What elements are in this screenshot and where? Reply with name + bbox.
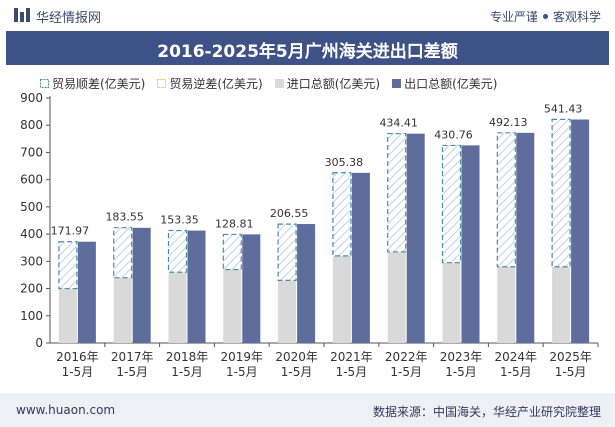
surplus-value-label: 434.41: [379, 117, 418, 130]
legend-surplus-label: 贸易顺差(亿美元): [52, 76, 146, 91]
legend-import-swatch: [274, 78, 284, 88]
y-tick-label: 0: [35, 336, 43, 350]
x-tick-label: 1-5月: [445, 365, 477, 379]
surplus-value-label: 430.76: [434, 128, 473, 141]
import-bar: [552, 266, 571, 343]
y-tick-label: 700: [20, 145, 43, 159]
surplus-bar: [496, 132, 516, 268]
surplus-bar: [387, 132, 407, 253]
x-tick-label: 2023年: [440, 350, 483, 364]
brand-name: 华经情报网: [36, 11, 102, 26]
y-tick-label: 900: [20, 91, 43, 105]
surplus-bar: [222, 233, 242, 271]
surplus-value-label: 153.35: [160, 213, 199, 226]
import-bar: [223, 269, 242, 343]
x-tick-label: 2016年: [56, 350, 99, 364]
legend-deficit-swatch: [157, 78, 167, 88]
footer: www.huaon.com 数据来源：中国海关，华经产业研究院整理: [0, 393, 615, 427]
x-tick-label: 2018年: [166, 350, 209, 364]
legend-deficit-label: 贸易逆差(亿美元): [169, 76, 263, 91]
y-tick-label: 600: [20, 173, 43, 187]
surplus-bar: [167, 229, 188, 273]
x-tick-label: 2025年: [549, 350, 592, 364]
x-tick-label: 2021年: [330, 350, 373, 364]
chart-title: 2016-2025年5月广州海关进出口差额: [157, 42, 458, 62]
surplus-value-label: 183.55: [105, 211, 144, 224]
surplus-value-label: 128.81: [215, 217, 254, 230]
slogan-left: 专业严谨: [489, 10, 538, 24]
export-bar: [516, 132, 535, 343]
import-bar: [278, 280, 297, 343]
export-bar: [297, 224, 316, 343]
y-tick-label: 200: [20, 282, 43, 296]
export-bar: [132, 227, 151, 343]
export-bar: [571, 119, 590, 343]
surplus-bar: [551, 118, 571, 268]
surplus-value-label: 206.55: [270, 207, 309, 220]
legend-surplus: 贸易顺差(亿美元): [40, 74, 145, 92]
x-tick-label: 1-5月: [555, 365, 587, 379]
surplus-value-label: 305.38: [325, 156, 364, 169]
top-bar: 华经情报网 专业严谨 客观科学: [0, 0, 615, 30]
bar-chart: 0100200300400500600700800900171.972016年1…: [20, 91, 599, 379]
x-tick-label: 2020年: [275, 350, 318, 364]
separator-dot-icon: [542, 14, 548, 19]
export-bar: [187, 230, 206, 343]
import-bar: [168, 272, 187, 343]
y-tick-label: 800: [20, 118, 43, 132]
x-tick-label: 1-5月: [500, 365, 532, 379]
legend-export-swatch: [392, 78, 402, 88]
y-tick-label: 100: [20, 309, 43, 323]
export-bar: [351, 172, 370, 343]
x-tick-label: 1-5月: [62, 365, 94, 379]
website-link[interactable]: www.huaon.com: [16, 403, 116, 417]
surplus-bar: [332, 172, 352, 257]
x-tick-label: 1-5月: [171, 365, 203, 379]
legend: 贸易顺差(亿美元) 贸易逆差(亿美元) 进口总额(亿美元) 出口总额(亿美元): [40, 74, 498, 92]
x-tick-label: 2017年: [111, 350, 154, 364]
logo-icon: [14, 8, 30, 22]
y-tick-label: 300: [20, 254, 43, 268]
legend-import: 进口总额(亿美元): [274, 74, 381, 92]
x-tick-label: 1-5月: [281, 365, 313, 379]
export-bar: [406, 133, 425, 343]
title-bar: 2016-2025年5月广州海关进出口差额: [6, 31, 609, 65]
surplus-value-label: 171.97: [51, 225, 90, 238]
x-tick-label: 1-5月: [226, 365, 258, 379]
x-tick-label: 2024年: [495, 350, 538, 364]
import-bar: [113, 277, 132, 343]
export-bar: [242, 234, 261, 343]
import-bar: [442, 262, 461, 343]
x-tick-label: 1-5月: [336, 365, 368, 379]
surplus-bar: [113, 227, 133, 279]
import-bar: [387, 251, 406, 343]
x-tick-label: 1-5月: [390, 365, 422, 379]
slogan: 专业严谨 客观科学: [490, 8, 601, 25]
export-bar: [77, 241, 96, 343]
import-bar: [58, 288, 77, 343]
surplus-value-label: 541.43: [544, 102, 583, 115]
y-tick-label: 500: [20, 200, 43, 214]
surplus-bar: [441, 144, 462, 264]
legend-deficit: 贸易逆差(亿美元): [157, 74, 263, 92]
x-tick-label: 2022年: [385, 350, 428, 364]
slogan-right: 客观科学: [552, 10, 601, 24]
x-tick-label: 1-5月: [116, 365, 148, 379]
legend-export: 出口总额(亿美元): [392, 74, 498, 92]
surplus-value-label: 492.13: [489, 116, 528, 129]
y-tick-label: 400: [20, 227, 43, 241]
legend-import-label: 进口总额(亿美元): [286, 76, 381, 91]
surplus-bar: [277, 223, 297, 281]
data-source: 数据来源：中国海关，华经产业研究院整理: [372, 405, 601, 419]
legend-surplus-swatch: [40, 78, 49, 88]
import-bar: [332, 255, 351, 343]
import-bar: [497, 266, 516, 343]
x-tick-label: 2019年: [221, 350, 264, 364]
export-bar: [461, 145, 480, 343]
surplus-bar: [58, 241, 78, 290]
legend-export-label: 出口总额(亿美元): [404, 76, 498, 91]
